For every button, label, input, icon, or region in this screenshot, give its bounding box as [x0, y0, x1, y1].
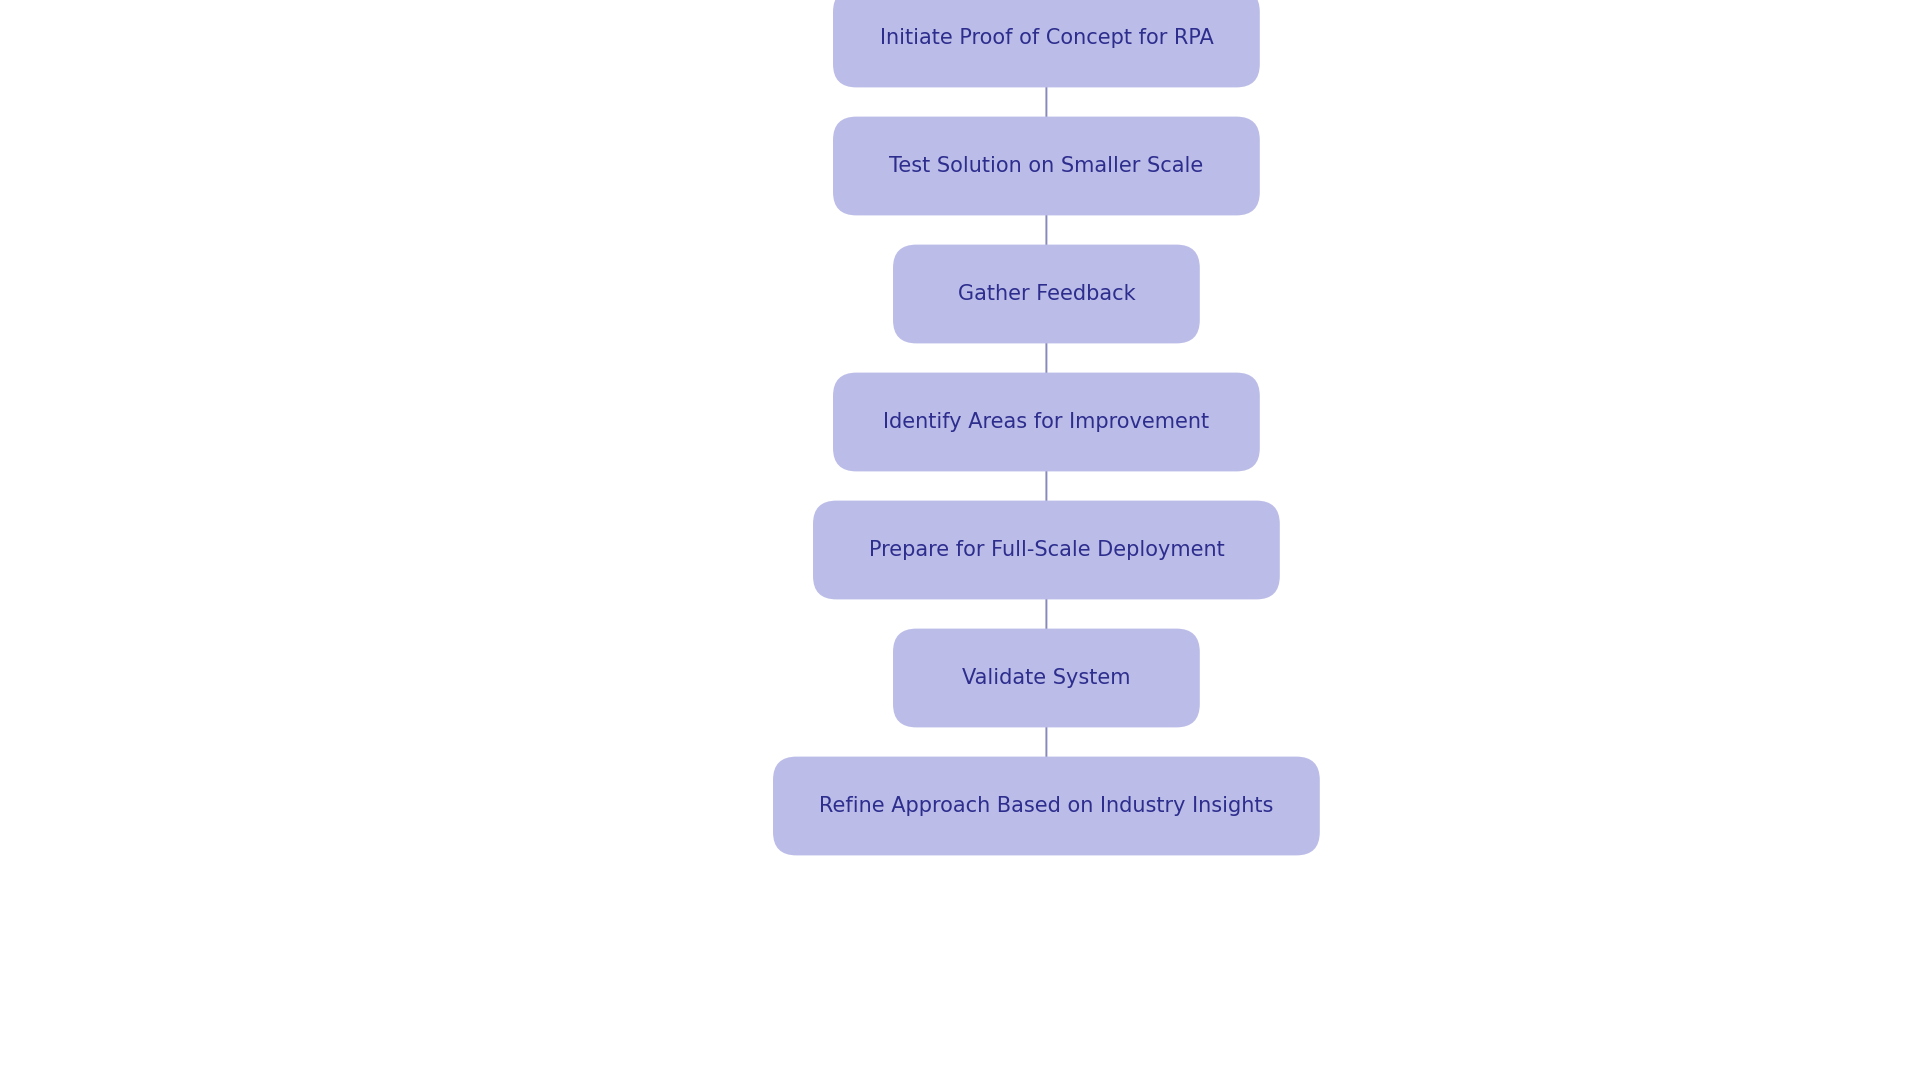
- FancyBboxPatch shape: [812, 501, 1281, 599]
- FancyBboxPatch shape: [893, 629, 1200, 728]
- Text: Refine Approach Based on Industry Insights: Refine Approach Based on Industry Insigh…: [820, 796, 1273, 816]
- Text: Identify Areas for Improvement: Identify Areas for Improvement: [883, 411, 1210, 432]
- Text: Test Solution on Smaller Scale: Test Solution on Smaller Scale: [889, 156, 1204, 176]
- FancyBboxPatch shape: [774, 757, 1319, 855]
- Text: Gather Feedback: Gather Feedback: [958, 284, 1135, 303]
- FancyBboxPatch shape: [833, 373, 1260, 471]
- Text: Validate System: Validate System: [962, 669, 1131, 688]
- Text: Initiate Proof of Concept for RPA: Initiate Proof of Concept for RPA: [879, 28, 1213, 48]
- FancyBboxPatch shape: [833, 0, 1260, 87]
- FancyBboxPatch shape: [833, 117, 1260, 215]
- Text: Prepare for Full-Scale Deployment: Prepare for Full-Scale Deployment: [868, 540, 1225, 561]
- FancyBboxPatch shape: [893, 244, 1200, 343]
